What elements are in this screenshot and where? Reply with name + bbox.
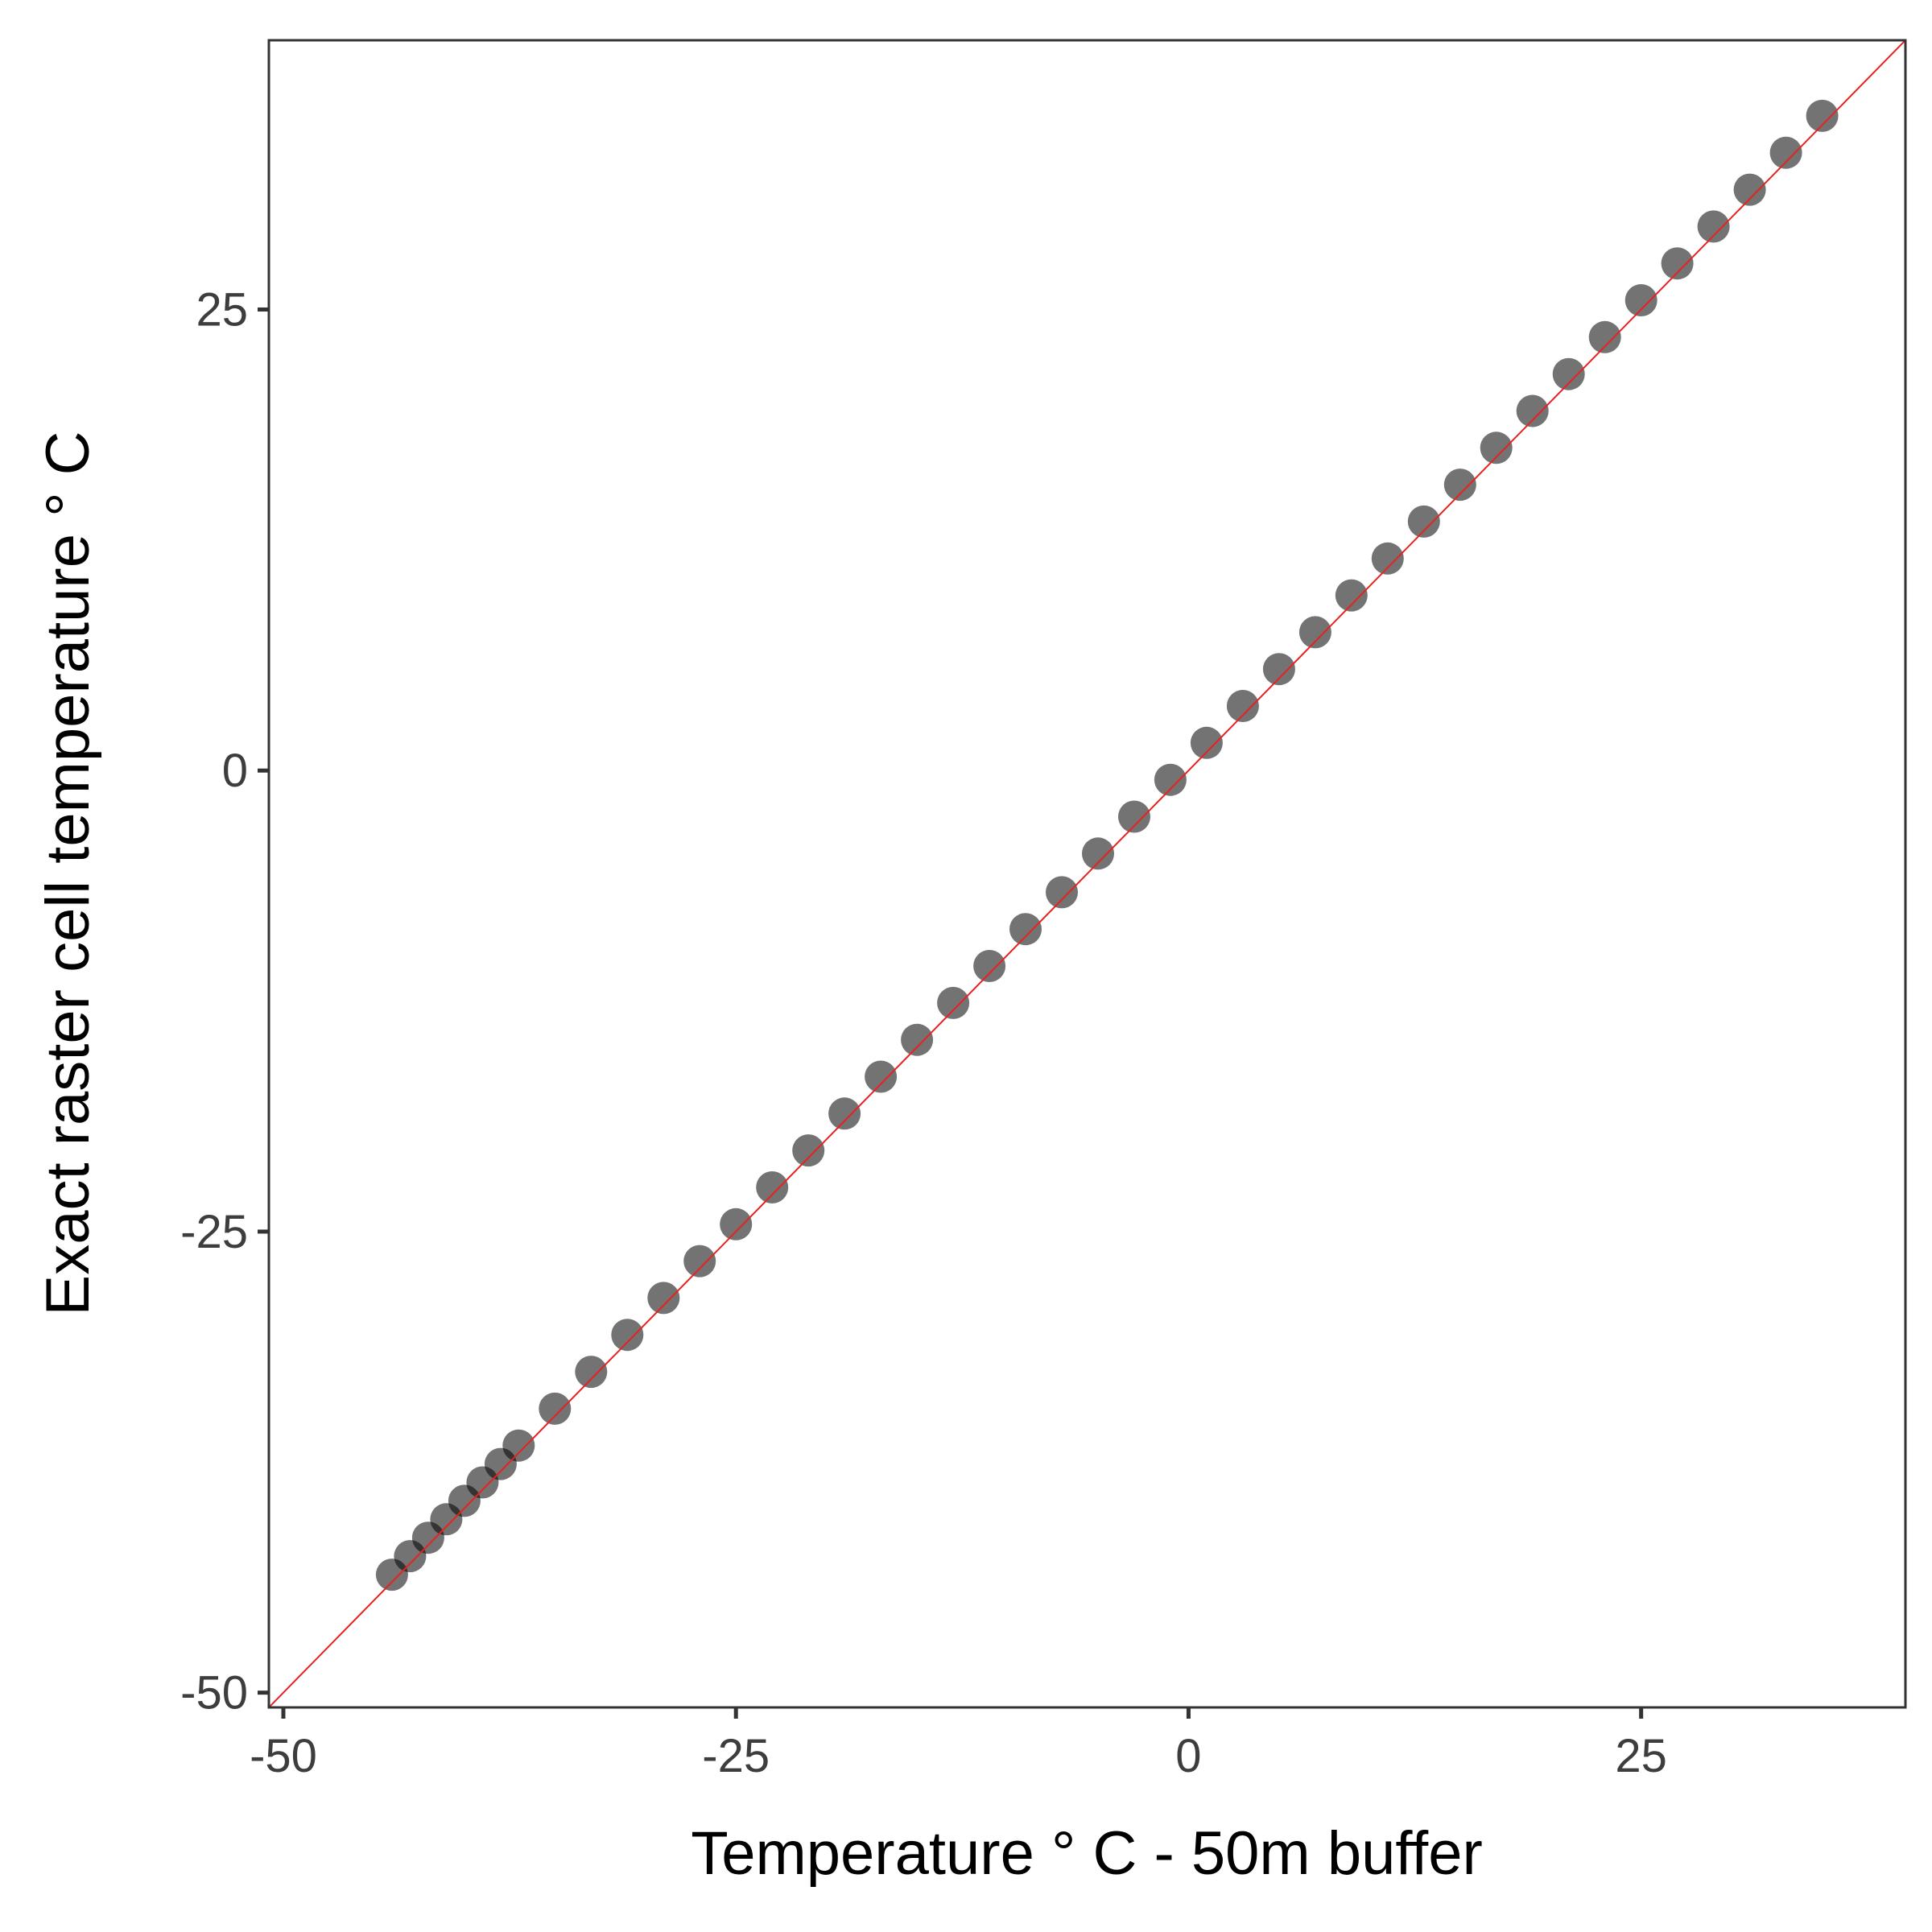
y-tick-label: -25 bbox=[180, 1206, 248, 1258]
data-point bbox=[1082, 837, 1114, 870]
data-point bbox=[575, 1356, 608, 1389]
y-axis: -50 -25 0 25 bbox=[180, 283, 269, 1719]
x-tick-label: 0 bbox=[1175, 1730, 1201, 1782]
data-point bbox=[1661, 247, 1694, 280]
y-tick-label: 25 bbox=[196, 283, 248, 336]
data-point bbox=[1298, 616, 1331, 649]
data-point bbox=[756, 1171, 789, 1203]
x-tick-label: 25 bbox=[1615, 1730, 1667, 1782]
data-point bbox=[1009, 913, 1042, 946]
data-point bbox=[1733, 173, 1766, 206]
identity-reference-line bbox=[269, 40, 1905, 1707]
data-point bbox=[901, 1023, 934, 1056]
y-tick-label: -50 bbox=[180, 1667, 248, 1719]
data-point bbox=[1480, 431, 1513, 464]
data-point bbox=[828, 1097, 861, 1130]
y-axis-title: Exact raster cell temperature ° C bbox=[34, 431, 102, 1316]
y-tick-label: 0 bbox=[222, 745, 248, 797]
data-point bbox=[539, 1392, 572, 1425]
data-point bbox=[1552, 357, 1585, 390]
data-point bbox=[683, 1245, 716, 1278]
data-point bbox=[1769, 136, 1802, 169]
x-axis: -50 -25 0 25 bbox=[250, 1707, 1667, 1782]
data-point bbox=[792, 1134, 825, 1167]
x-tick-label: -50 bbox=[250, 1730, 317, 1782]
data-point bbox=[1697, 210, 1730, 243]
data-point bbox=[1443, 469, 1476, 502]
data-point bbox=[1335, 579, 1368, 612]
data-points bbox=[375, 99, 1839, 1591]
x-tick-label: -25 bbox=[702, 1730, 770, 1782]
data-point bbox=[865, 1060, 898, 1093]
data-point bbox=[973, 950, 1006, 982]
data-point bbox=[611, 1319, 644, 1352]
data-point bbox=[1046, 876, 1078, 909]
data-point bbox=[502, 1429, 535, 1462]
data-point bbox=[1118, 800, 1150, 833]
data-point bbox=[1516, 394, 1549, 427]
data-point bbox=[1226, 690, 1259, 722]
data-point bbox=[937, 986, 970, 1019]
data-point bbox=[1262, 653, 1295, 686]
data-point bbox=[720, 1208, 753, 1241]
x-axis-title: Temperature ° C - 50m buffer bbox=[691, 1819, 1483, 1888]
data-point bbox=[647, 1282, 680, 1315]
data-point bbox=[1806, 99, 1839, 132]
data-point bbox=[1407, 505, 1440, 538]
plot-panel-border bbox=[267, 39, 1907, 1709]
data-point bbox=[1190, 726, 1223, 759]
data-point bbox=[1371, 542, 1404, 575]
data-point bbox=[1624, 284, 1657, 316]
data-point bbox=[1154, 763, 1187, 796]
data-point bbox=[1588, 320, 1621, 353]
